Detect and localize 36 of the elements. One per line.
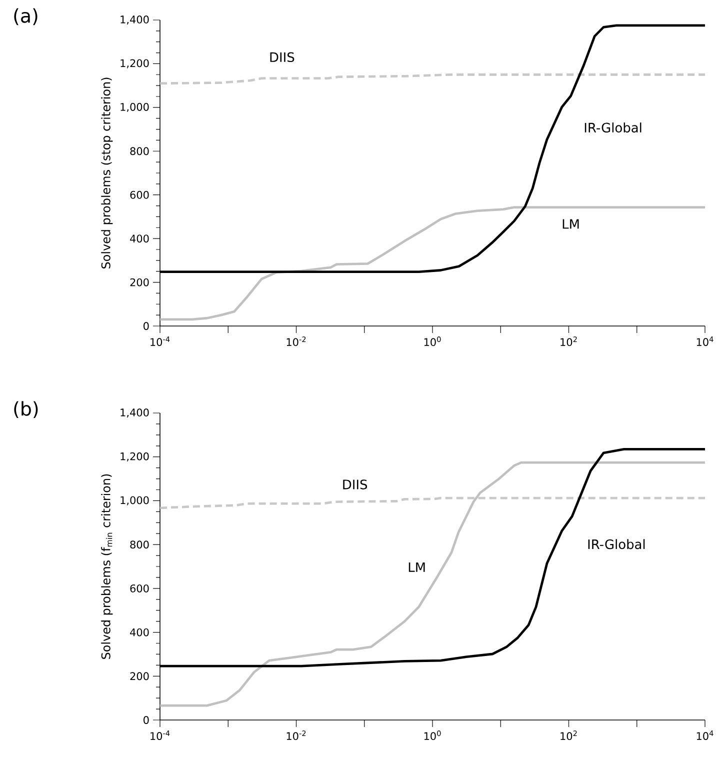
x-tick-label: 10$^{-2}$ [286,336,306,346]
y-tick-label: 400 [130,628,149,636]
y-tick-label: 200 [130,278,149,286]
chart-title: (a) [14,8,38,26]
x-tick-label: 10$^{2}$ [560,730,577,740]
y-tick-label: 600 [130,584,149,592]
x-tick-label: 10$^{0}$ [424,336,441,346]
series-label: DIIS [343,480,368,490]
y-tick-label: 1,200 [120,59,149,68]
text: IR-Global [584,122,642,133]
y-axis-title: Solved problems (stop criterion) [101,78,113,268]
x-tick-label: 10$^{2}$ [560,336,577,346]
x-tick-label: 10$^{4}$ [696,730,714,740]
y-tick-label: 800 [130,540,149,549]
y-tick-label: 0 [144,322,149,330]
y-axis-title: Solved problems (f$_{min}$ criterion) [101,474,113,659]
series-label: LM [408,562,425,572]
chart-title: (b) [14,401,38,418]
y-tick-label: 1,400 [120,408,149,418]
text: IR-Global [588,539,645,550]
x-tick-label: 10$^{-2}$ [286,730,306,740]
x-tick-label: 10$^{4}$ [696,336,714,346]
series-label: LM [562,219,579,229]
y-tick-label: 1,000 [120,496,149,506]
y-tick-label: 200 [130,672,149,680]
y-tick-label: 0 [144,716,149,724]
y-tick-label: 1,000 [120,102,149,112]
x-tick-label: 10$^{0}$ [424,730,441,740]
series-label: DIIS [270,52,294,62]
y-tick-label: 1,400 [120,16,149,24]
y-tick-label: 1,200 [120,452,149,462]
y-tick-label: 400 [130,234,149,243]
x-tick-label: 10$^{-4}$ [150,336,170,346]
y-tick-label: 600 [130,190,149,199]
y-tick-label: 800 [130,147,149,156]
x-tick-label: 10$^{-4}$ [150,730,170,740]
